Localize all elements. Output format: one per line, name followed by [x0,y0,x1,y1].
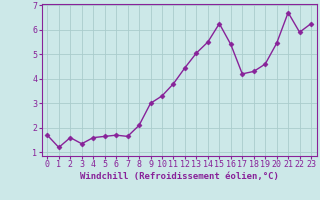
X-axis label: Windchill (Refroidissement éolien,°C): Windchill (Refroidissement éolien,°C) [80,172,279,181]
